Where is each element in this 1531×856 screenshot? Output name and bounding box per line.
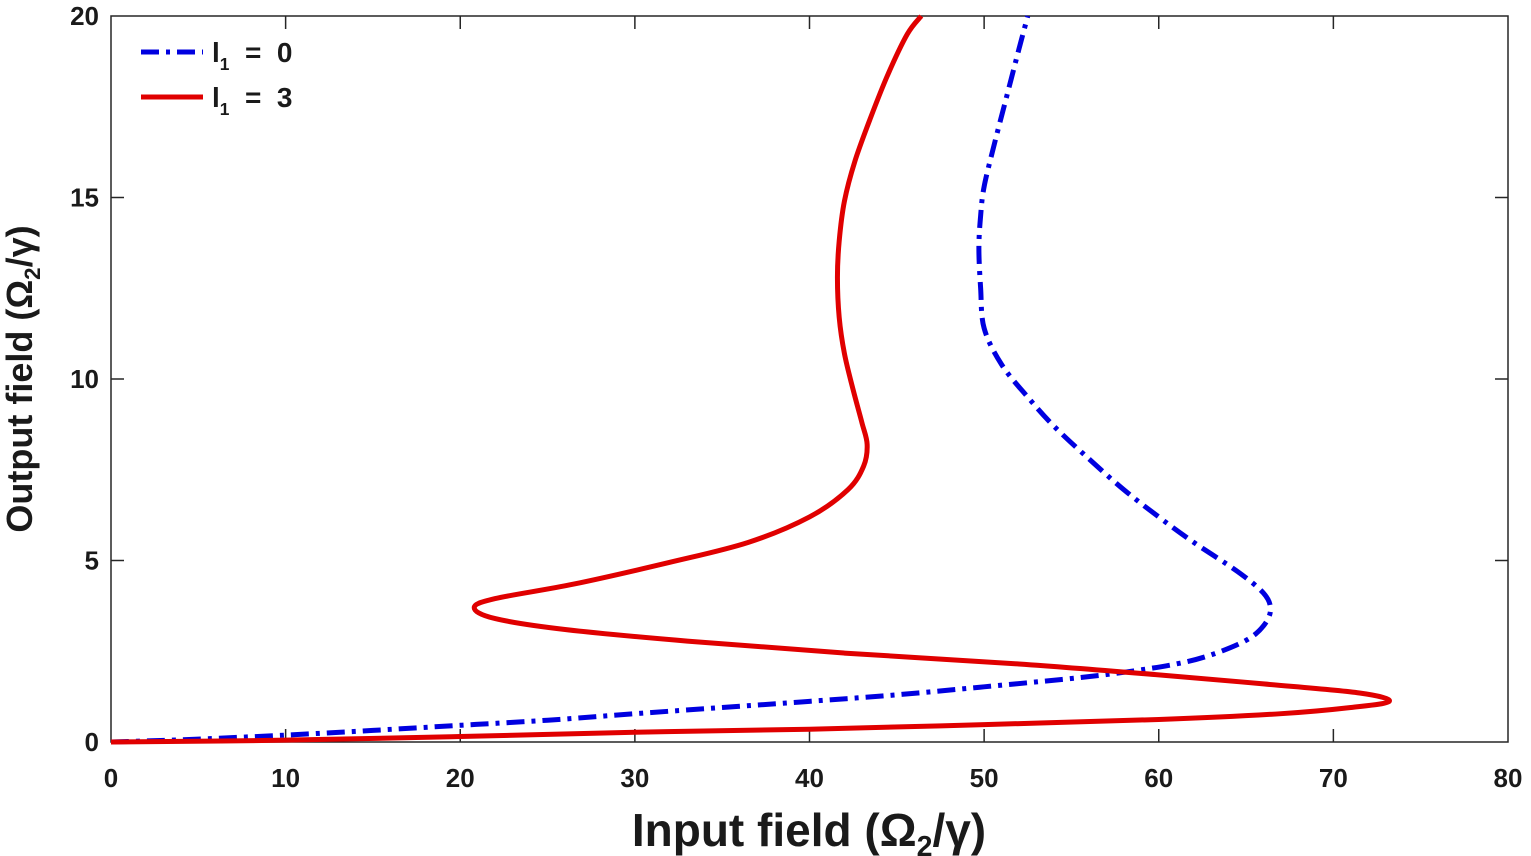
x-tick-label: 30	[620, 763, 649, 793]
x-tick-label: 50	[970, 763, 999, 793]
y-tick-label: 5	[85, 546, 99, 576]
x-axis-label-sub: 2	[917, 831, 933, 856]
y-axis-label-tail: /γ)	[0, 225, 40, 267]
legend-label-series-1: l1 = 0	[212, 37, 292, 74]
y-tick-label: 10	[70, 364, 99, 394]
x-axis-label-main: Input field (Ω	[632, 804, 917, 856]
y-axis-label-main: Output field (Ω	[0, 280, 40, 533]
x-axis-label-tail: /γ)	[932, 804, 986, 856]
x-axis-label: Input field (Ω2/γ)	[632, 804, 986, 856]
y-tick-label: 0	[85, 727, 99, 757]
series-line-2	[110, 14, 1392, 745]
plot-frame	[110, 15, 1509, 743]
y-axis-label: Output field (Ω2/γ)	[0, 225, 45, 532]
x-tick-label: 0	[104, 763, 118, 793]
y-axis-label-sub: 2	[20, 267, 45, 279]
x-tick-label: 70	[1319, 763, 1348, 793]
x-tick-label: 80	[1494, 763, 1523, 793]
legend-label-series-2: l1 = 3	[212, 82, 292, 119]
y-tick-label: 15	[70, 183, 99, 213]
x-tick-label: 60	[1144, 763, 1173, 793]
series-layer	[110, 14, 1392, 745]
x-tick-label: 10	[271, 763, 300, 793]
x-tick-label: 20	[446, 763, 475, 793]
x-tick-label: 40	[795, 763, 824, 793]
y-axis-ticks: 0 5 10 15 20	[70, 1, 1508, 757]
y-tick-label: 20	[70, 1, 99, 31]
x-axis-ticks: 0 10 20 30 40 50 60 70 80	[104, 16, 1523, 793]
series-line-1	[110, 15, 1274, 745]
legend: l1 = 0 l1 = 3	[141, 37, 292, 119]
